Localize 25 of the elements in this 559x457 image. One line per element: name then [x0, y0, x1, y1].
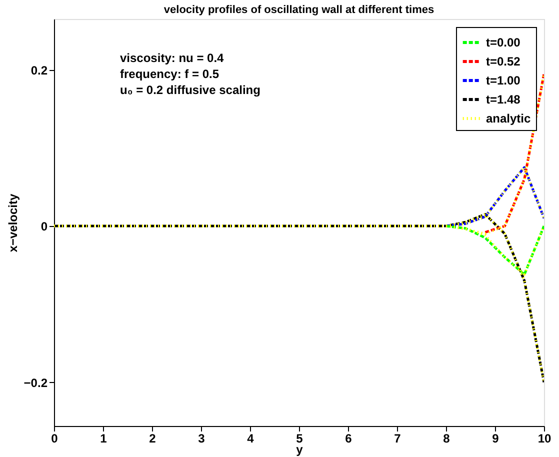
x-tick-label: 3	[198, 432, 206, 446]
annotation: frequency: f = 0.5	[120, 67, 220, 81]
legend-label: t=0.00	[486, 36, 521, 50]
x-tick-label: 2	[149, 432, 156, 446]
legend-label: t=0.52	[486, 54, 521, 68]
y-tick-label: 0.2	[30, 63, 48, 78]
x-tick-label: 7	[394, 432, 402, 446]
legend-label: t=1.48	[486, 92, 521, 106]
chart-title: velocity profiles of oscillating wall at different times	[164, 4, 434, 16]
legend-label: analytic	[486, 112, 532, 126]
y-tick-label: 0	[40, 220, 48, 234]
x-tick-label: 10	[538, 432, 552, 446]
x-tick-label: 4	[247, 432, 254, 446]
x-tick-label: 1	[100, 432, 108, 446]
x-tick-label: 8	[443, 432, 450, 446]
legend-label: t=1.00	[486, 74, 521, 88]
y-axis-title: x−velocity	[6, 193, 20, 252]
annotation: viscosity: nu = 0.4	[120, 51, 224, 65]
y-tick-label: −0.2	[24, 376, 48, 390]
x-tick-label: 9	[492, 432, 500, 446]
x-tick-label: 6	[345, 432, 352, 446]
x-tick-label: 0	[51, 432, 58, 446]
x-tick-label: 5	[296, 432, 304, 446]
x-axis-title: y	[296, 442, 304, 456]
annotation: u₀ = 0.2 diffusive scaling	[120, 83, 260, 97]
